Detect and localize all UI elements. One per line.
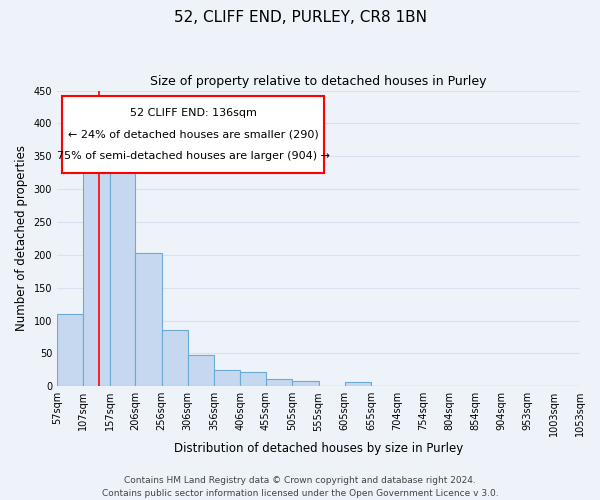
Title: Size of property relative to detached houses in Purley: Size of property relative to detached ho… <box>150 75 487 88</box>
Text: ← 24% of detached houses are smaller (290): ← 24% of detached houses are smaller (29… <box>68 130 319 140</box>
Bar <box>135 253 161 386</box>
Bar <box>214 370 240 386</box>
Bar <box>240 372 266 386</box>
Bar <box>266 379 292 386</box>
Text: Contains HM Land Registry data © Crown copyright and database right 2024.
Contai: Contains HM Land Registry data © Crown c… <box>101 476 499 498</box>
FancyBboxPatch shape <box>62 96 324 174</box>
Y-axis label: Number of detached properties: Number of detached properties <box>15 146 28 332</box>
Bar <box>292 381 319 386</box>
Bar <box>161 330 188 386</box>
X-axis label: Distribution of detached houses by size in Purley: Distribution of detached houses by size … <box>174 442 463 455</box>
Bar <box>83 156 110 386</box>
Bar <box>188 356 214 386</box>
Bar <box>57 314 83 386</box>
Text: 75% of semi-detached houses are larger (904) →: 75% of semi-detached houses are larger (… <box>56 152 329 162</box>
Bar <box>110 161 135 386</box>
Text: 52, CLIFF END, PURLEY, CR8 1BN: 52, CLIFF END, PURLEY, CR8 1BN <box>173 10 427 25</box>
Text: 52 CLIFF END: 136sqm: 52 CLIFF END: 136sqm <box>130 108 256 118</box>
Bar <box>345 382 371 386</box>
